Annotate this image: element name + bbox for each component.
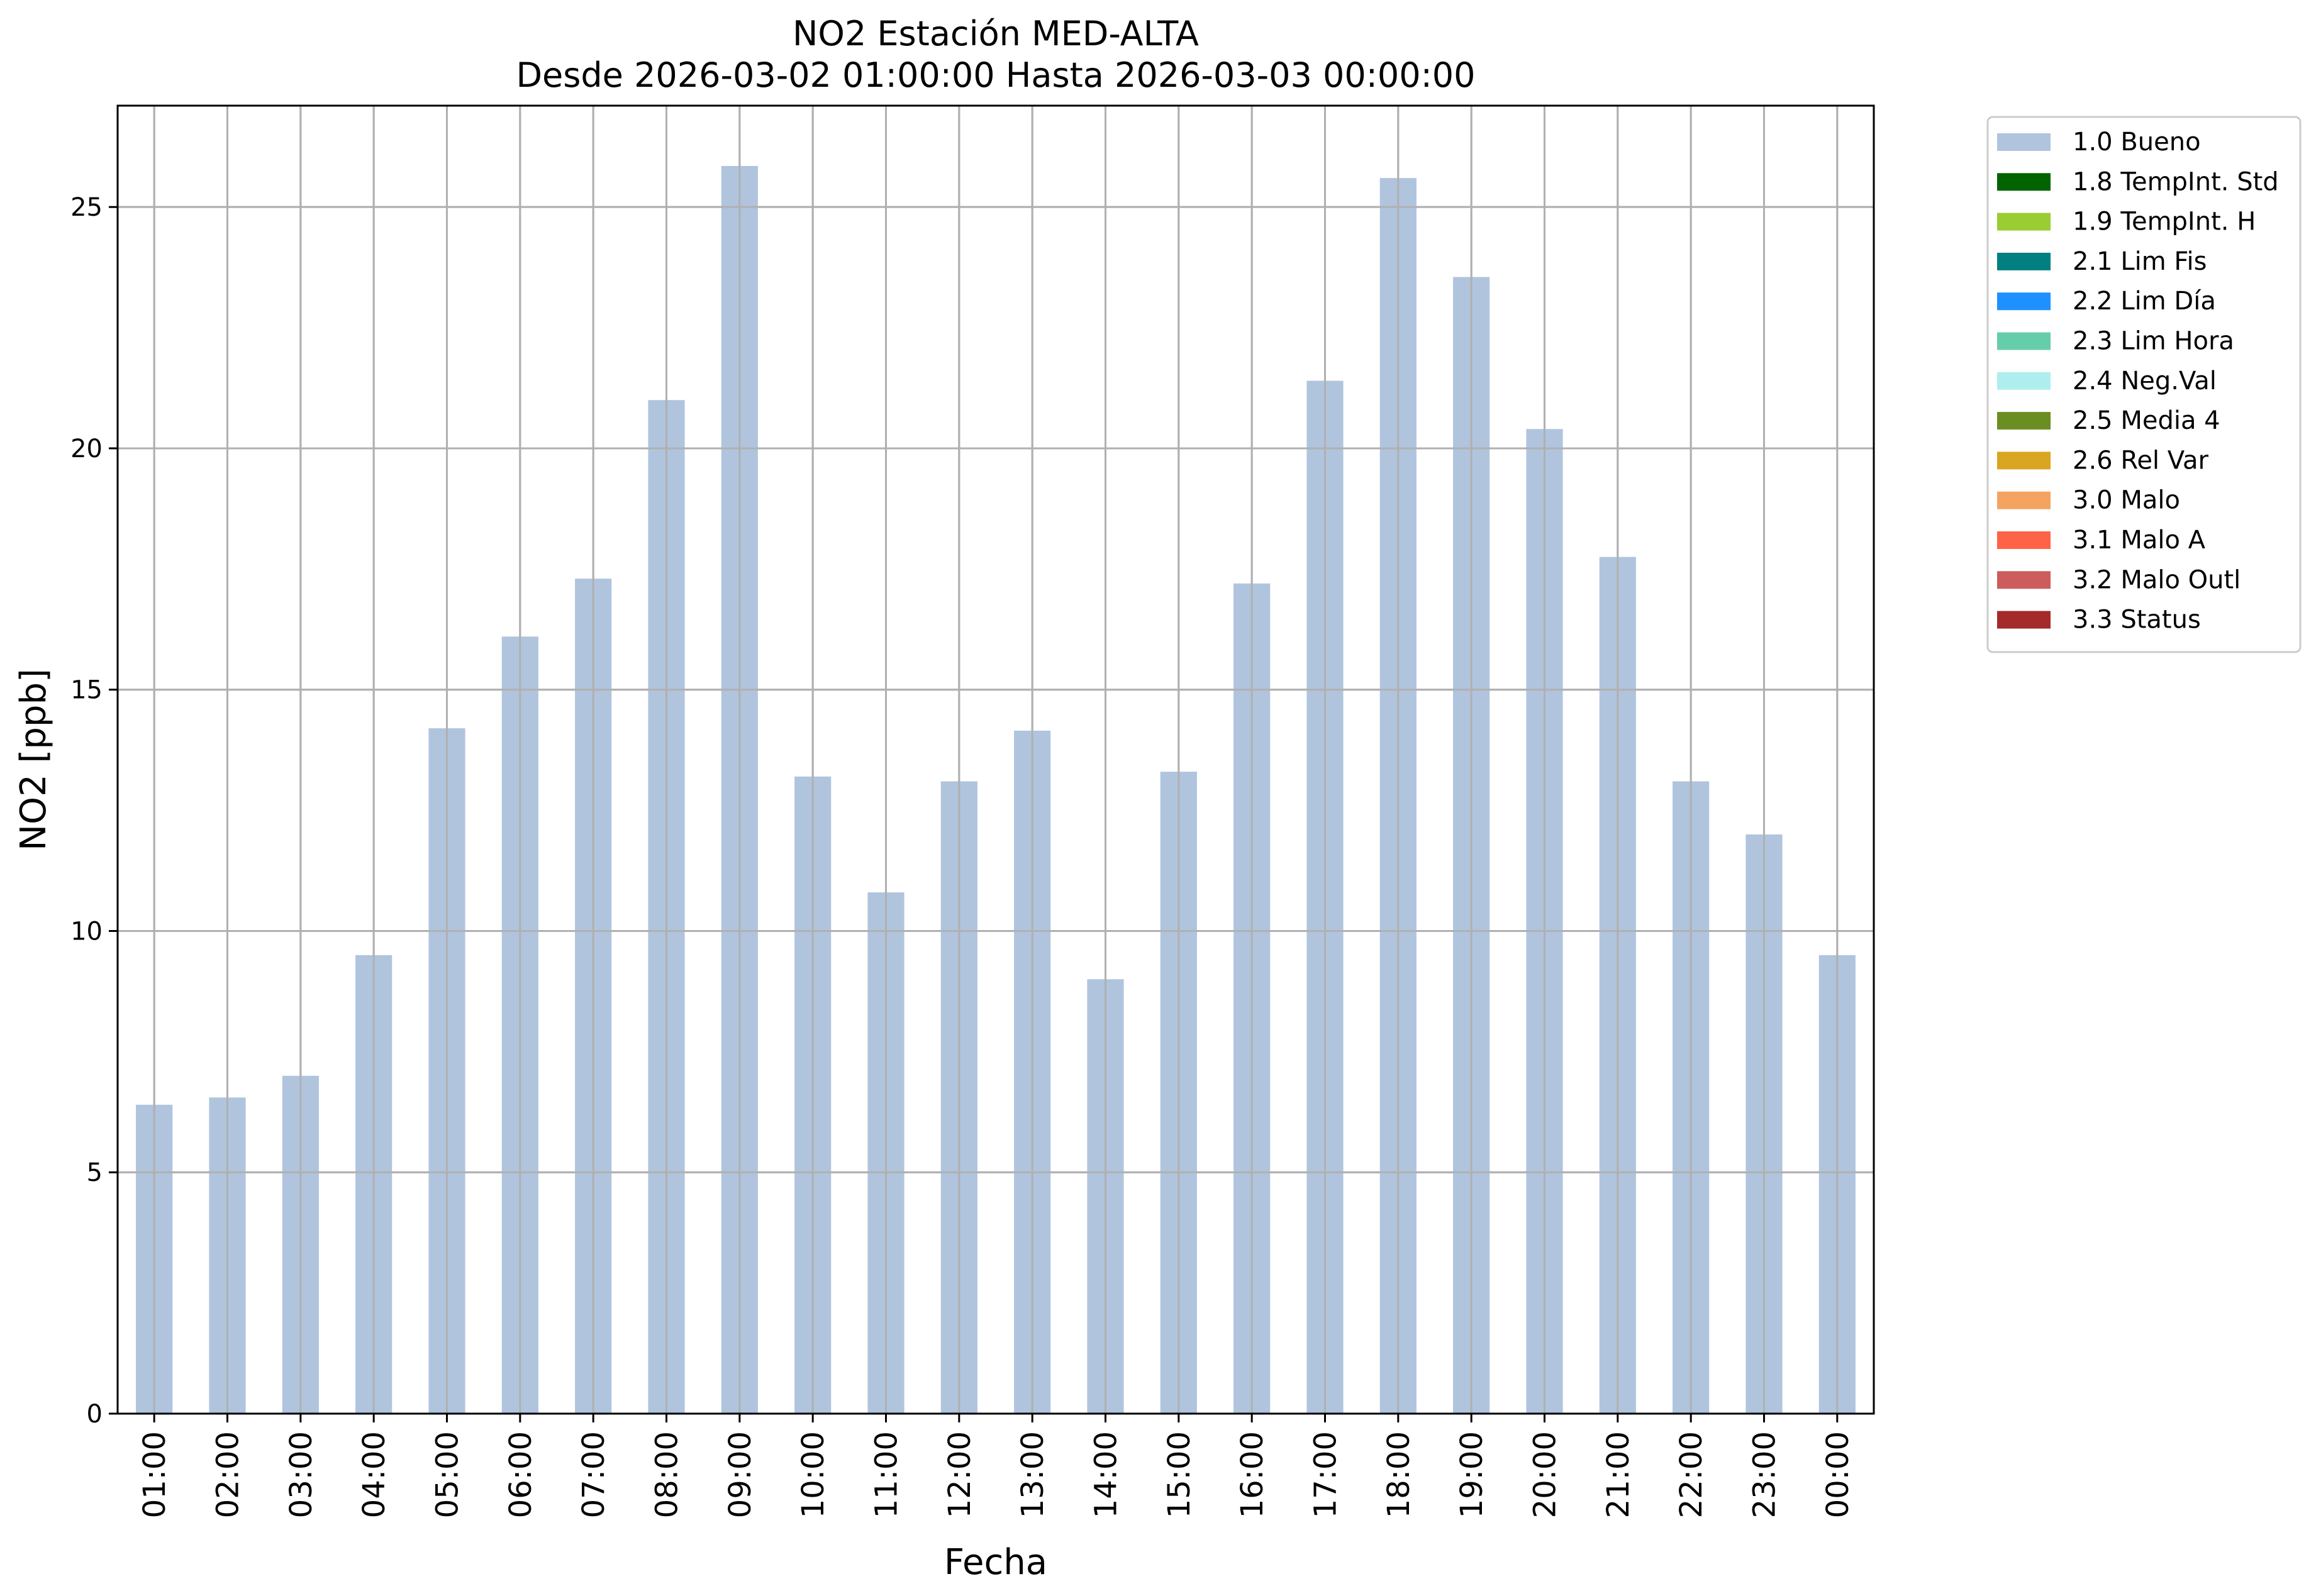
legend-swatch: [1997, 133, 2051, 151]
legend-swatch: [1997, 452, 2051, 470]
legend-label: 3.2 Malo Outl: [2073, 565, 2241, 594]
x-tick-label-04:00: 04:00: [357, 1431, 392, 1518]
y-axis-ticks: 0 5 10 15 20 25: [70, 193, 118, 1429]
x-tick-label-15:00: 15:00: [1162, 1431, 1197, 1518]
x-tick-label-13:00: 13:00: [1015, 1431, 1050, 1518]
legend-label: 1.8 TempInt. Std: [2073, 167, 2279, 196]
x-axis-ticks: 01:00 02:00 03:00 04:00 05:00 06:00 07:00 08:00…: [137, 1414, 1856, 1518]
y-axis-label: NO2 [ppb]: [13, 668, 54, 851]
legend-swatch: [1997, 491, 2051, 509]
x-tick-label-16:00: 16:00: [1235, 1431, 1270, 1518]
legend-label: 3.0 Malo: [2073, 486, 2180, 515]
x-tick-label-11:00: 11:00: [869, 1431, 905, 1518]
chart-title: NO2 Estación MED-ALTA: [793, 14, 1199, 53]
x-tick-label-14:00: 14:00: [1089, 1431, 1124, 1518]
x-tick-label-12:00: 12:00: [942, 1431, 977, 1518]
legend: 1.0 Bueno 1.8 TempInt. Std 1.9 TempInt. H 2…: [1986, 116, 2302, 653]
legend-label: 3.1 Malo A: [2073, 526, 2206, 555]
legend-swatch: [1997, 252, 2051, 270]
legend-label: 2.3 Lim Hora: [2073, 327, 2234, 356]
legend-swatch: [1997, 173, 2051, 191]
legend-swatch: [1997, 611, 2051, 629]
legend-swatch: [1997, 332, 2051, 350]
legend-label: 2.4 Neg.Val: [2073, 367, 2217, 396]
x-tick-label-17:00: 17:00: [1308, 1431, 1344, 1518]
legend-swatch: [1997, 213, 2051, 231]
x-tick-label-08:00: 08:00: [650, 1431, 685, 1518]
x-tick-label-22:00: 22:00: [1674, 1431, 1709, 1518]
x-tick-label-06:00: 06:00: [503, 1431, 538, 1518]
x-tick-label-23:00: 23:00: [1747, 1431, 1783, 1518]
legend-label: 2.5 Media 4: [2073, 406, 2220, 435]
y-tick-label: 0: [87, 1400, 103, 1429]
y-tick-label: 20: [70, 435, 103, 463]
y-tick-label: 10: [70, 917, 103, 946]
x-tick-label-09:00: 09:00: [723, 1431, 758, 1518]
legend-swatch: [1997, 372, 2051, 390]
legend-label: 2.2 Lim Día: [2073, 287, 2216, 316]
x-tick-label-10:00: 10:00: [796, 1431, 831, 1518]
bars: [118, 106, 1874, 1415]
legend-label: 1.9 TempInt. H: [2073, 208, 2256, 236]
x-tick-label-19:00: 19:00: [1454, 1431, 1489, 1518]
chart-subtitle: Desde 2026-03-02 01:00:00 Hasta 2026-03-…: [516, 55, 1475, 95]
x-tick-label-00:00: 00:00: [1820, 1431, 1856, 1518]
y-tick-label: 5: [87, 1158, 103, 1187]
x-tick-label-01:00: 01:00: [137, 1431, 172, 1518]
legend-swatch: [1997, 292, 2051, 311]
x-tick-label-20:00: 20:00: [1528, 1431, 1563, 1518]
x-tick-label-07:00: 07:00: [576, 1431, 611, 1518]
legend-label: 1.0 Bueno: [2073, 128, 2201, 157]
legend-swatch: [1997, 531, 2051, 549]
x-tick-label-18:00: 18:00: [1381, 1431, 1417, 1518]
plot-frame: [116, 104, 1875, 1415]
y-tick-label: 15: [70, 676, 103, 705]
x-tick-label-02:00: 02:00: [211, 1431, 246, 1518]
x-tick-label-21:00: 21:00: [1601, 1431, 1636, 1518]
x-tick-label-03:00: 03:00: [284, 1431, 319, 1518]
legend-swatch: [1997, 412, 2051, 430]
legend-label: 2.6 Rel Var: [2073, 446, 2209, 475]
legend-frame: [1986, 116, 2302, 653]
y-tick-label: 25: [70, 193, 103, 222]
x-axis-label: Fecha: [944, 1542, 1047, 1583]
legend-label: 2.1 Lim Fis: [2073, 247, 2207, 276]
legend-label: 3.3 Status: [2073, 606, 2201, 635]
legend-swatch: [1997, 571, 2051, 589]
x-tick-label-05:00: 05:00: [430, 1431, 465, 1518]
